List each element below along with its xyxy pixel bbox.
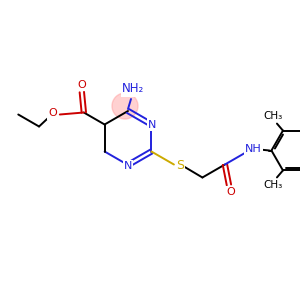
Text: S: S xyxy=(176,159,184,172)
Text: N: N xyxy=(148,119,157,130)
Circle shape xyxy=(112,93,138,119)
Text: NH₂: NH₂ xyxy=(122,82,144,95)
Text: O: O xyxy=(226,187,235,197)
Text: CH₃: CH₃ xyxy=(263,180,283,190)
Text: N: N xyxy=(124,161,132,171)
Text: CH₃: CH₃ xyxy=(263,111,283,121)
Text: O: O xyxy=(49,109,57,118)
Text: O: O xyxy=(77,80,86,90)
Text: NH: NH xyxy=(245,145,262,154)
